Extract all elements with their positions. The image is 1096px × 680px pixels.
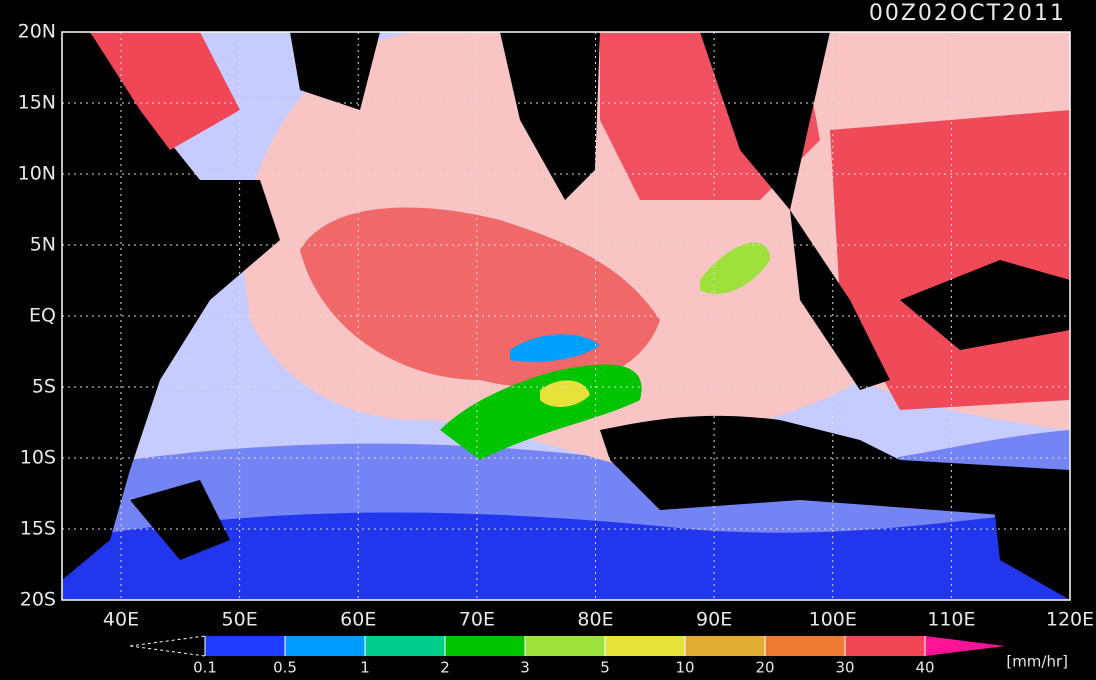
land-java-lesser-sunda — [600, 415, 1070, 520]
lon-label: 110E — [927, 609, 975, 631]
precip-band-2 — [510, 334, 600, 362]
lat-label: 20S — [20, 589, 56, 611]
colorbar-under — [129, 635, 206, 657]
colorbar-unit: [mm/hr] — [1006, 653, 1068, 671]
lon-label: 120E — [1046, 609, 1094, 631]
lat-label: 20N — [18, 21, 56, 43]
map — [62, 32, 1070, 600]
colorbar-segment — [205, 636, 285, 656]
lat-label: EQ — [29, 305, 56, 327]
precip-lowest — [62, 510, 1070, 600]
colorbar-segment — [845, 636, 925, 656]
colorbar-label: 20 — [755, 659, 774, 677]
lon-label: 40E — [103, 609, 139, 631]
land-africa — [62, 32, 280, 580]
land-borneo — [900, 260, 1070, 350]
colorbar-segment — [525, 636, 605, 656]
precip-core — [540, 380, 590, 407]
lat-label: 5N — [30, 234, 56, 256]
lon-label: 60E — [340, 609, 376, 631]
colorbar-segment — [285, 636, 365, 656]
land-arabia — [290, 32, 380, 110]
colorbar-segment — [685, 636, 765, 656]
precip-band — [440, 364, 642, 460]
map-frame — [61, 31, 1071, 601]
precip-cell — [700, 242, 770, 294]
lon-label: 80E — [577, 609, 613, 631]
colorbar-label: 0.5 — [273, 659, 297, 677]
colorbar-label: 3 — [520, 659, 530, 677]
colorbar-segment — [605, 636, 685, 656]
land-australia — [990, 470, 1070, 600]
colorbar-segment — [445, 636, 525, 656]
lat-label: 10N — [18, 163, 56, 185]
colorbar-label: 5 — [600, 659, 610, 677]
colorbar-label: 30 — [835, 659, 854, 677]
colorbar-over — [925, 636, 1005, 656]
precip-red-sea — [90, 32, 240, 150]
grid — [62, 32, 1070, 600]
lon-label: 70E — [459, 609, 495, 631]
lon-label: 50E — [222, 609, 258, 631]
land-madagascar — [130, 480, 230, 560]
lat-label: 5S — [32, 376, 56, 398]
land-sumatra — [790, 210, 890, 390]
timestamp: 00Z02OCT2011 — [869, 1, 1066, 26]
lat-label: 15N — [18, 92, 56, 114]
colorbar-label: 1 — [360, 659, 370, 677]
colorbar-segment — [765, 636, 845, 656]
lat-label: 10S — [20, 447, 56, 469]
lon-label: 90E — [696, 609, 732, 631]
land-myanmar — [700, 32, 830, 210]
colorbar-label: 40 — [915, 659, 934, 677]
lon-label: 100E — [809, 609, 857, 631]
colorbar-label: 0.1 — [193, 659, 217, 677]
colorbar-segment — [365, 636, 445, 656]
lat-label: 15S — [20, 518, 56, 540]
land-india — [500, 32, 600, 200]
colorbar-label: 10 — [675, 659, 694, 677]
colorbar-label: 2 — [440, 659, 450, 677]
